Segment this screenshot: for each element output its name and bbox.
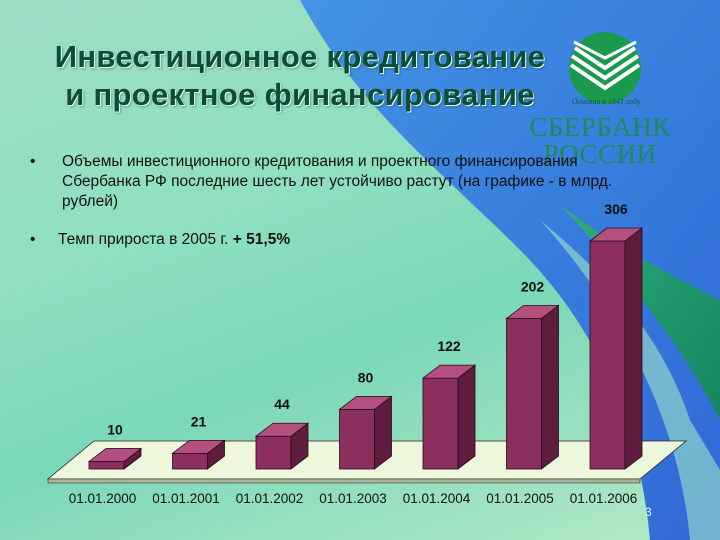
slide-title: Инвестиционное кредитование и проектное … xyxy=(30,38,570,114)
sberbank-emblem-icon xyxy=(569,32,641,104)
bar-side xyxy=(457,364,476,470)
growth-value: + 51,5% xyxy=(232,231,291,248)
data-label-01.01.2000: 10 xyxy=(107,422,123,438)
bullet-list: Объемы инвестиционного кредитования и пр… xyxy=(28,152,628,250)
chart-floor-edge xyxy=(47,478,641,484)
bar-01.01.2006 xyxy=(588,227,644,470)
data-label-01.01.2006: 306 xyxy=(604,201,628,217)
bar-01.01.2003 xyxy=(338,395,393,470)
data-label-01.01.2001: 21 xyxy=(191,413,207,429)
data-label-01.01.2002: 44 xyxy=(274,396,290,412)
data-label-01.01.2004: 122 xyxy=(437,338,461,354)
bar-top xyxy=(421,364,477,379)
x-tick-label-01.01.2006: 01.01.2006 xyxy=(570,491,638,506)
bar-front xyxy=(172,452,208,470)
bar-front xyxy=(506,318,542,470)
x-tick-label-01.01.2003: 01.01.2003 xyxy=(319,491,387,506)
bullet-item-volume: Объемы инвестиционного кредитования и пр… xyxy=(28,152,622,212)
bullet-item-growth: Темп прироста в 2005 г. + 51,5% xyxy=(28,230,628,250)
bar-01.01.2001 xyxy=(171,439,226,470)
page-number: 3 xyxy=(645,505,652,519)
title-line-2: и проектное финансирование xyxy=(65,77,535,112)
bar-side xyxy=(624,227,643,470)
data-label-01.01.2003: 80 xyxy=(358,369,374,385)
data-label-01.01.2005: 202 xyxy=(521,278,545,294)
bullet-text-volume: Объемы инвестиционного кредитования и пр… xyxy=(62,153,613,210)
bar-front xyxy=(88,461,125,470)
bar-front xyxy=(255,435,292,470)
bar-01.01.2000 xyxy=(87,447,143,470)
bar-top xyxy=(87,448,143,462)
bar-top xyxy=(171,439,226,454)
bar-front xyxy=(422,377,459,470)
logo-tagline: Основан в 1841 году xyxy=(571,97,641,106)
chart-bars xyxy=(87,227,644,470)
growth-text: Темп прироста в 2005 г. xyxy=(58,231,233,248)
bar-front xyxy=(339,408,375,470)
bar-top xyxy=(338,395,393,410)
bar-01.01.2005 xyxy=(505,304,560,470)
bar-01.01.2004 xyxy=(421,364,477,470)
bar-01.01.2002 xyxy=(254,422,310,470)
bar-top xyxy=(505,305,560,319)
bar-top xyxy=(254,422,310,437)
logo-name-line-1: СБЕРБАНК xyxy=(529,112,671,142)
title-line-1: Инвестиционное кредитование xyxy=(54,39,546,74)
x-tick-label-01.01.2000: 01.01.2000 xyxy=(69,491,137,506)
bar-side xyxy=(541,304,559,470)
blue-background-shape xyxy=(300,0,720,540)
bar-front xyxy=(589,240,626,470)
chart-labels: 10 01.01.2000 21 01.01.2001 44 01.01.2002 80 01… xyxy=(69,201,638,506)
x-tick-label-01.01.2005: 01.01.2005 xyxy=(486,491,554,506)
bar-top xyxy=(588,227,644,242)
x-tick-label-01.01.2002: 01.01.2002 xyxy=(236,491,304,506)
x-tick-label-01.01.2001: 01.01.2001 xyxy=(152,491,220,506)
green-wave-shape xyxy=(560,205,720,420)
x-tick-label-01.01.2004: 01.01.2004 xyxy=(403,491,471,506)
light-wave-shape xyxy=(540,220,720,540)
